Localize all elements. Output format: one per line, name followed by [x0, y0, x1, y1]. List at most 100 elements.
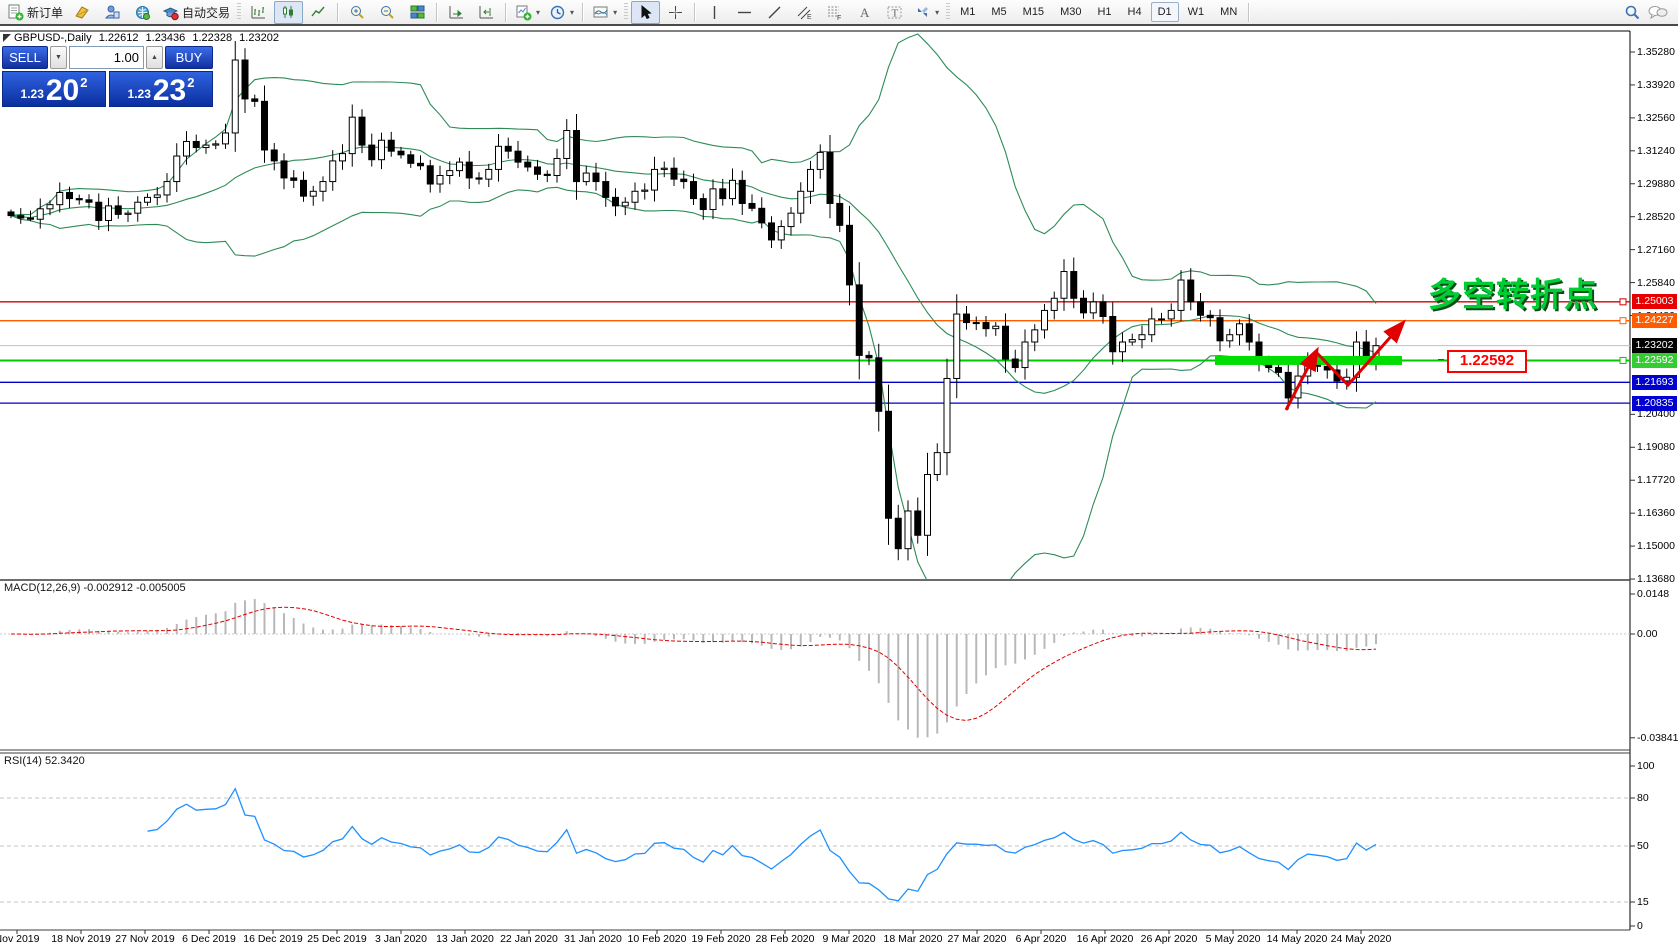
new-chart-button[interactable]: ▾ [511, 1, 544, 24]
tile-windows-button[interactable] [403, 1, 432, 24]
toolbar-separator [337, 2, 340, 22]
timeframe-m30[interactable]: M30 [1060, 6, 1082, 18]
toolbar-grip [237, 3, 242, 21]
date-tick-label: 10 Feb 2020 [627, 933, 687, 945]
vertical-line-button[interactable] [700, 1, 729, 24]
text-label-icon: T [887, 6, 902, 19]
rsi-axis-label: 50 [1637, 840, 1649, 852]
auto-scroll-button[interactable] [442, 1, 471, 24]
date-tick-label: 27 Mar 2020 [947, 933, 1007, 945]
timeframe-m5[interactable]: M5 [991, 6, 1007, 18]
ohlc-open: 1.22612 [98, 32, 139, 44]
arrows-button[interactable]: ▾ [910, 1, 943, 24]
periods-button[interactable]: ▾ [545, 1, 578, 24]
oneclick-collapse-arrow[interactable] [3, 34, 11, 42]
date-tick-label: 24 May 2020 [1330, 933, 1392, 945]
text-button[interactable]: A [850, 1, 879, 24]
zoom-in-button[interactable] [343, 1, 372, 24]
svg-text:E: E [807, 14, 812, 21]
autotrading-button[interactable]: 自动交易 [158, 1, 234, 24]
search-icon[interactable] [1624, 4, 1641, 21]
timeframe-d1[interactable]: D1 [1150, 2, 1179, 22]
community-button[interactable] [98, 1, 127, 24]
price-tick-label: 1.19080 [1637, 441, 1675, 454]
channel-button[interactable]: E [790, 1, 819, 24]
timeframe-h1[interactable]: H1 [1097, 6, 1112, 18]
date-tick-label: 22 Jan 2020 [500, 933, 558, 945]
timeframe-w1[interactable]: W1 [1187, 6, 1205, 18]
trendline-button[interactable] [760, 1, 789, 24]
periods-dropdown-caret[interactable]: ▾ [570, 7, 575, 17]
buy-button[interactable]: BUY [165, 46, 213, 69]
templates-dropdown-caret[interactable]: ▾ [613, 7, 618, 17]
candlestick-button[interactable] [274, 0, 304, 24]
date-tick-label: 26 Apr 2020 [1140, 933, 1198, 945]
new-chart-icon [516, 5, 532, 20]
bar-chart-icon [251, 5, 266, 18]
rsi-axis-label: 0 [1637, 920, 1643, 932]
crosshair-button[interactable] [661, 1, 690, 24]
buy-price-pips: 23 [152, 74, 187, 107]
autotrading-label: 自动交易 [182, 5, 231, 20]
price-tick-label: 1.35280 [1637, 46, 1675, 58]
price-tick-label: 1.31240 [1637, 144, 1675, 157]
sell-price-point: 2 [80, 75, 88, 90]
toolbar-separator [436, 2, 439, 22]
svg-text:A: A [860, 5, 870, 20]
chart-shift-button[interactable] [472, 1, 501, 24]
rsi-axis-label: 80 [1637, 792, 1649, 804]
timeframe-h4[interactable]: H4 [1127, 6, 1142, 18]
date-tick-label: 18 Mar 2020 [883, 933, 943, 945]
arrows-dropdown-caret[interactable]: ▾ [935, 7, 940, 17]
line-chart-button[interactable] [304, 1, 333, 24]
trendline-icon [768, 6, 781, 18]
date-tick-label: 16 Dec 2019 [243, 933, 303, 945]
templates-button[interactable]: ▾ [588, 1, 621, 24]
new-order-button[interactable]: 新订单 [3, 1, 67, 24]
volume-increase-button[interactable]: ▲ [146, 46, 163, 69]
date-tick-label: 18 Nov 2019 [51, 933, 111, 945]
autotrading-icon [162, 6, 179, 20]
date-tick-label: 6 Dec 2019 [182, 933, 236, 945]
signals-button[interactable] [128, 1, 157, 24]
metaeditor-button[interactable] [68, 1, 97, 24]
price-tick-label: 1.16360 [1637, 507, 1675, 520]
zoom-in-icon [351, 5, 364, 19]
volume-input[interactable] [69, 46, 144, 69]
channel-icon: E [797, 6, 812, 21]
zoom-out-button[interactable] [373, 1, 402, 24]
volume-decrease-button[interactable]: ▼ [50, 46, 67, 69]
text-label-button[interactable]: T [880, 1, 909, 24]
cursor-button[interactable] [631, 0, 661, 24]
periods-icon [550, 5, 565, 19]
new-chart-dropdown-caret[interactable]: ▾ [536, 7, 541, 17]
timeframe-mn[interactable]: MN [1220, 6, 1238, 18]
turning-point-annotation[interactable]: 多空转折点 [1428, 275, 1598, 314]
price-tick-label: 1.32560 [1637, 111, 1675, 124]
arrows-icon [918, 6, 929, 17]
horizontal-line-button[interactable] [730, 1, 759, 24]
price-tick-label: 1.33920 [1637, 78, 1675, 91]
timeframe-m15[interactable]: M15 [1022, 6, 1045, 18]
price-tick-label: 1.17720 [1637, 474, 1675, 487]
buy-price-panel[interactable]: 1.23 23 2 [109, 71, 213, 107]
ohlc-low: 1.22328 [192, 32, 233, 44]
date-tick-label: 3 Jan 2020 [375, 933, 427, 945]
sell-price-panel[interactable]: 1.23 20 2 [2, 71, 106, 107]
vertical-line-icon [713, 5, 716, 19]
chat-icon[interactable] [1647, 4, 1669, 21]
toolbar: 新订单 自动交易 [0, 0, 1678, 26]
bar-chart-button[interactable] [244, 1, 273, 24]
sell-button[interactable]: SELL [2, 46, 48, 69]
fibonacci-button[interactable]: F [820, 1, 849, 24]
toolbar-separator [582, 2, 585, 22]
date-tick-label: 25 Dec 2019 [307, 933, 367, 945]
date-tick-label: 14 May 2020 [1266, 933, 1328, 945]
macd-label: MACD(12,26,9) -0.002912 -0.005005 [4, 582, 186, 594]
timeframe-m1[interactable]: M1 [960, 6, 976, 18]
chart-title: GBPUSD-,Daily 1.22612 1.23436 1.22328 1.… [14, 32, 283, 44]
horizontal-line-icon [738, 11, 752, 13]
support-level-label[interactable]: 1.22592 [1438, 350, 1527, 373]
buy-price-point: 2 [187, 75, 195, 90]
